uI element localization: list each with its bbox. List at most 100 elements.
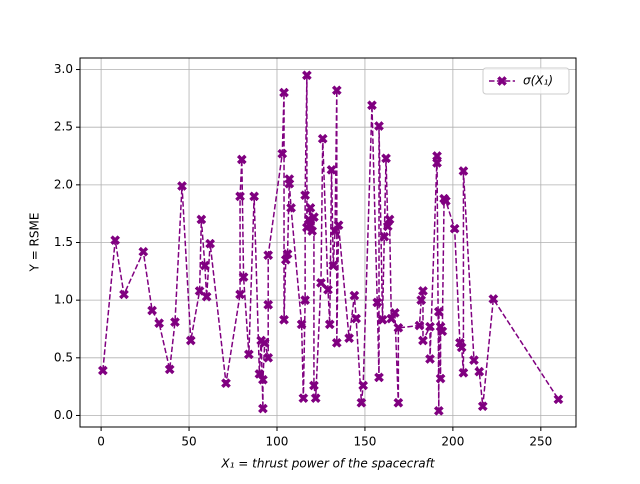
data-point — [201, 291, 212, 302]
y-tick-label: 0.5 — [54, 350, 73, 364]
data-point — [488, 294, 499, 304]
data-point — [263, 352, 274, 363]
data-point — [416, 295, 427, 306]
data-point — [286, 202, 297, 213]
data-point — [328, 260, 339, 271]
data-point — [326, 164, 337, 175]
data-point — [374, 121, 384, 131]
data-point — [356, 397, 367, 408]
data-point — [259, 337, 270, 348]
x-axis-label: X₁ = thrust power of the spacecraft — [220, 457, 435, 471]
data-point — [249, 191, 260, 202]
data-point — [310, 393, 321, 404]
data-point — [440, 196, 451, 206]
data-point — [119, 289, 129, 300]
data-point — [432, 157, 443, 168]
data-point — [97, 365, 108, 376]
data-point — [331, 337, 342, 348]
data-point — [221, 378, 231, 389]
data-point — [358, 380, 369, 391]
data-point — [147, 305, 158, 316]
data-point — [282, 249, 293, 259]
x-tick-label: 250 — [529, 435, 552, 449]
data-point — [257, 374, 268, 385]
data-point — [433, 405, 444, 416]
data-point — [235, 191, 246, 202]
data-point — [300, 190, 311, 201]
data-point — [418, 335, 428, 346]
data-point — [279, 314, 289, 325]
data-point — [433, 306, 444, 317]
y-tick-label: 0.0 — [54, 408, 73, 422]
y-tick-label: 1.0 — [54, 293, 73, 307]
data-point — [236, 154, 247, 165]
legend-marker — [497, 76, 507, 86]
legend-label: σ(X₁) — [523, 74, 553, 88]
data-point — [393, 397, 404, 408]
data-point — [164, 364, 175, 375]
data-point — [263, 250, 274, 261]
data-point — [138, 246, 149, 257]
data-point — [324, 319, 335, 330]
data-point — [110, 235, 121, 246]
data-point — [243, 349, 254, 360]
data-point — [435, 373, 446, 384]
data-point — [238, 272, 249, 283]
y-axis-label: Y = RSME — [28, 213, 42, 273]
series-line — [102, 75, 560, 411]
y-tick-label: 2.5 — [54, 120, 73, 134]
data-point — [418, 285, 428, 296]
data-point — [308, 380, 319, 391]
data-point — [349, 290, 360, 301]
data-point — [331, 85, 342, 96]
data-point — [263, 299, 274, 310]
data-point — [449, 223, 460, 234]
data-point — [170, 317, 180, 328]
data-point — [205, 238, 216, 249]
data-point — [437, 326, 448, 337]
data-point — [196, 214, 207, 225]
data-point — [351, 313, 362, 324]
data-point — [323, 284, 333, 295]
data-point — [389, 307, 400, 318]
data-point — [458, 367, 469, 378]
data-point — [414, 320, 425, 331]
legend-box — [482, 67, 570, 95]
data-point — [456, 342, 467, 353]
data-point — [235, 289, 246, 300]
data-point — [277, 148, 288, 159]
data-point — [279, 87, 289, 98]
x-tick-label: 100 — [266, 435, 289, 449]
data-point — [257, 403, 268, 414]
data-point — [344, 333, 355, 344]
data-point — [194, 285, 205, 296]
data-point — [384, 214, 395, 225]
data-point — [469, 355, 479, 366]
data-point — [381, 153, 391, 164]
plot-frame — [79, 57, 577, 428]
x-tick-label: 0 — [97, 435, 105, 449]
data-point — [374, 372, 384, 383]
data-point — [425, 321, 435, 332]
data-point — [301, 70, 312, 81]
data-point — [393, 322, 404, 333]
y-tick-label: 1.5 — [54, 235, 73, 249]
data-point — [379, 231, 390, 242]
data-point — [154, 318, 165, 329]
data-point — [305, 202, 316, 213]
data-point — [308, 212, 319, 223]
data-point — [284, 178, 295, 189]
x-tick-label: 200 — [441, 435, 464, 449]
x-tick-label: 50 — [181, 435, 196, 449]
data-point — [177, 181, 187, 191]
y-tick-label: 2.0 — [54, 177, 73, 191]
data-point — [553, 394, 564, 405]
data-point — [458, 166, 469, 176]
data-point — [474, 366, 485, 377]
data-point — [425, 354, 435, 364]
data-point — [477, 401, 488, 412]
data-point — [367, 100, 377, 111]
data-point — [185, 335, 196, 346]
data-point — [199, 260, 210, 271]
